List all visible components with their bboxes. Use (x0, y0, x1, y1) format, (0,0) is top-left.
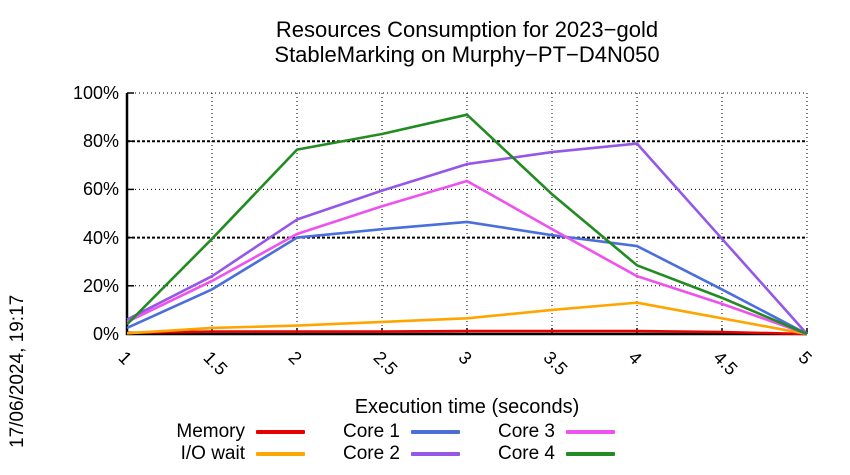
series-line-core-1 (126, 220, 808, 336)
legend-label-memory: Memory (176, 421, 245, 442)
series-line-core-2 (126, 142, 808, 335)
y-tick-label: 80% (82, 131, 119, 152)
chart-title-line2: StableMarking on Murphy−PT−D4N050 (274, 42, 660, 67)
y-tick-label: 20% (82, 275, 119, 296)
legend-line-sample-i-o-wait (256, 452, 305, 456)
legend-line-sample-core-4 (566, 452, 615, 456)
x-axis-title: Execution time (seconds) (354, 396, 580, 418)
legend-label-core-3: Core 3 (497, 421, 555, 442)
legend-line-sample-core-1 (411, 430, 460, 434)
legend-line-sample-memory (256, 430, 305, 434)
legend-label-core-4: Core 4 (497, 443, 555, 464)
legend-label-core-1: Core 1 (342, 421, 400, 442)
legend-label-core-2: Core 2 (342, 443, 400, 464)
y-tick-label: 100% (72, 83, 119, 103)
legend-line-sample-core-2 (411, 452, 460, 456)
series-line-memory (126, 329, 808, 336)
legend-label-i-o-wait: I/O wait (180, 443, 245, 464)
y-tick-label: 0% (92, 324, 119, 344)
series-line-core-4 (126, 113, 808, 336)
series-line-core-3 (126, 179, 808, 336)
series-line-i-o-wait (126, 301, 808, 336)
y-tick-label: 60% (82, 179, 119, 200)
legend-line-sample-core-3 (566, 430, 615, 434)
y-tick-label: 40% (82, 227, 119, 248)
chart-title-line1: Resources Consumption for 2023−gold (275, 17, 659, 42)
chart-title: Resources Consumption for 2023−gold Stab… (127, 17, 807, 67)
